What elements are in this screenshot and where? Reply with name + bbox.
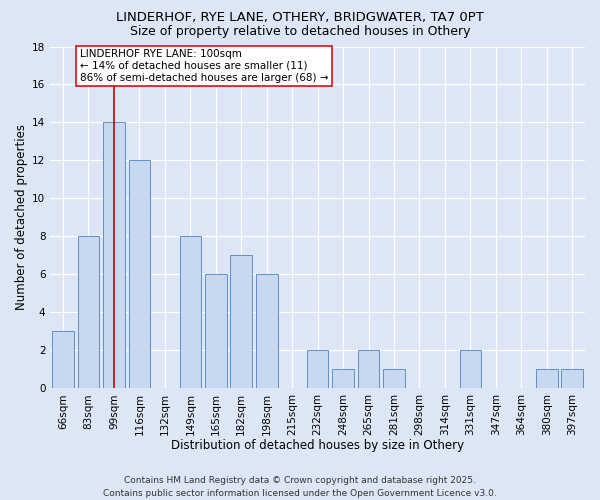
Bar	[52, 332, 74, 388]
Y-axis label: Number of detached properties: Number of detached properties	[15, 124, 28, 310]
Bar	[256, 274, 278, 388]
X-axis label: Distribution of detached houses by size in Othery: Distribution of detached houses by size …	[171, 440, 464, 452]
Bar	[77, 236, 99, 388]
Bar	[536, 370, 557, 388]
Bar	[179, 236, 201, 388]
Bar	[383, 370, 405, 388]
Bar	[307, 350, 328, 389]
Bar	[358, 350, 379, 389]
Bar	[103, 122, 125, 388]
Text: Contains HM Land Registry data © Crown copyright and database right 2025.
Contai: Contains HM Land Registry data © Crown c…	[103, 476, 497, 498]
Bar	[128, 160, 150, 388]
Bar	[460, 350, 481, 389]
Text: LINDERHOF, RYE LANE, OTHERY, BRIDGWATER, TA7 0PT: LINDERHOF, RYE LANE, OTHERY, BRIDGWATER,…	[116, 12, 484, 24]
Bar	[205, 274, 227, 388]
Bar	[230, 256, 252, 388]
Bar	[332, 370, 354, 388]
Text: Size of property relative to detached houses in Othery: Size of property relative to detached ho…	[130, 25, 470, 38]
Bar	[562, 370, 583, 388]
Text: LINDERHOF RYE LANE: 100sqm
← 14% of detached houses are smaller (11)
86% of semi: LINDERHOF RYE LANE: 100sqm ← 14% of deta…	[80, 50, 328, 82]
